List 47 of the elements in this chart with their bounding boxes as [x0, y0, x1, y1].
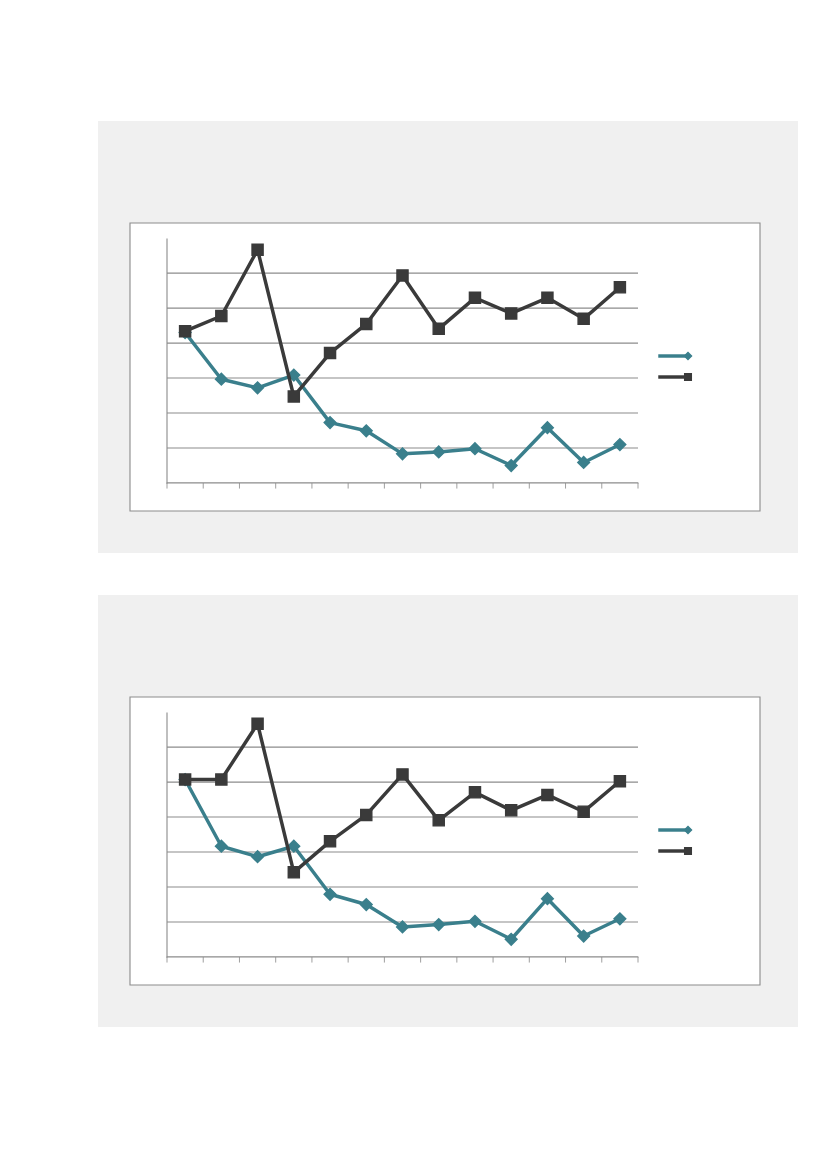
- point: [251, 243, 264, 257]
- point: [214, 372, 228, 386]
- point: [359, 897, 373, 912]
- point: [323, 835, 337, 848]
- point: [613, 912, 627, 926]
- point: [541, 291, 554, 305]
- point: [323, 887, 337, 901]
- point: [432, 445, 446, 459]
- point: [251, 717, 264, 731]
- point: [541, 788, 554, 802]
- point: [323, 416, 337, 430]
- point: [504, 804, 518, 817]
- point: [395, 447, 410, 461]
- point: [250, 850, 265, 864]
- point: [215, 309, 228, 323]
- point: [287, 866, 301, 879]
- point: [540, 892, 555, 906]
- point: [396, 768, 409, 781]
- point: [287, 390, 301, 403]
- point: [468, 786, 482, 799]
- point: [504, 458, 518, 473]
- point: [613, 281, 627, 294]
- point: [577, 929, 591, 943]
- point: [287, 839, 301, 853]
- point: [468, 291, 482, 305]
- point: [432, 917, 446, 932]
- point: [577, 455, 591, 470]
- point: [360, 808, 373, 822]
- point: [250, 381, 265, 395]
- point: [396, 269, 409, 282]
- point: [504, 932, 518, 946]
- point: [577, 805, 590, 818]
- point: [360, 317, 373, 331]
- point: [395, 920, 410, 934]
- point: [359, 424, 373, 438]
- point: [214, 839, 228, 853]
- point: [468, 442, 482, 456]
- point: [613, 774, 627, 788]
- point: [432, 322, 445, 336]
- point: [432, 814, 445, 827]
- point: [577, 312, 590, 326]
- point: [323, 346, 337, 360]
- point: [540, 421, 555, 435]
- point: [613, 437, 627, 452]
- point: [504, 307, 518, 320]
- point: [468, 914, 482, 928]
- point: [215, 773, 228, 786]
